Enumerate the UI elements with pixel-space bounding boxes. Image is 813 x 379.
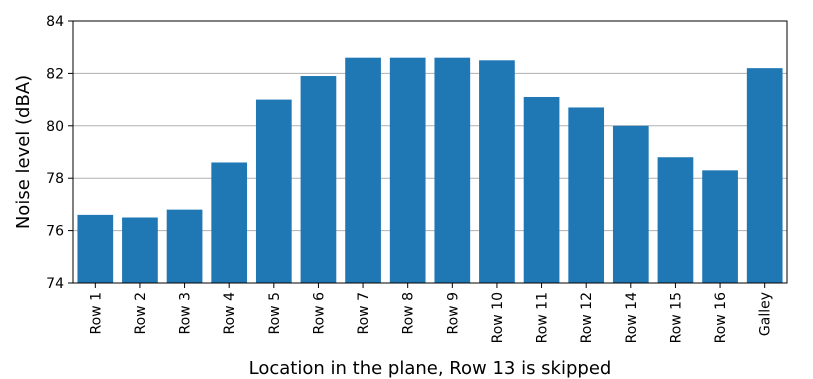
- bar: [657, 157, 694, 283]
- bar: [345, 57, 381, 284]
- bar: [523, 96, 560, 283]
- x-tick-label: Row 7: [356, 292, 372, 334]
- bar: [122, 217, 158, 283]
- x-tick-label: Row 2: [133, 292, 149, 334]
- axes: [72, 20, 788, 284]
- bar: [255, 99, 292, 283]
- x-tick-label: Row 5: [267, 292, 283, 334]
- x-tick-label: Row 10: [490, 292, 506, 343]
- bar: [300, 76, 337, 284]
- y-tick-label: 84: [46, 14, 64, 30]
- x-tick-label: Row 1: [88, 292, 104, 334]
- bars: [77, 57, 783, 284]
- y-tick-label: 76: [46, 224, 64, 240]
- bar: [612, 125, 649, 283]
- bar: [77, 214, 114, 283]
- x-tick-label: Galley: [758, 292, 774, 336]
- bar: [702, 170, 738, 283]
- x-ticks: Row 1 Row 2 Row 3 Row 4 Row 5 Row 6 Row 7 Row 8…: [88, 283, 774, 343]
- y-tick-label: 78: [46, 171, 64, 187]
- x-axis-label: Location in the plane, Row 13 is skipped: [249, 358, 612, 379]
- x-tick-label: Row 12: [579, 292, 595, 343]
- bar: [166, 209, 203, 283]
- x-tick-label: Row 6: [311, 292, 327, 335]
- bar: [568, 107, 605, 284]
- y-tick-label: 74: [46, 276, 64, 292]
- x-tick-label: Row 4: [222, 292, 238, 335]
- plot-frame: [72, 20, 788, 284]
- bar: [479, 60, 515, 283]
- bar: [389, 57, 426, 284]
- x-tick-label: Row 11: [535, 292, 551, 343]
- x-tick-label: Row 8: [401, 292, 417, 334]
- y-tick-label: 80: [46, 119, 64, 135]
- bar: [746, 68, 783, 283]
- bar: [211, 162, 248, 283]
- bar: [434, 57, 471, 284]
- x-tick-label: Row 3: [178, 292, 194, 334]
- x-tick-label: Row 15: [668, 292, 684, 343]
- x-tick-label: Row 16: [713, 292, 729, 343]
- y-ticks: 74 76 78 80 82 84: [46, 14, 73, 292]
- x-tick-label: Row 9: [445, 292, 461, 334]
- y-tick-label: 82: [46, 66, 64, 82]
- x-tick-label: Row 14: [624, 292, 640, 343]
- y-axis-label: Noise level (dBA): [13, 75, 34, 229]
